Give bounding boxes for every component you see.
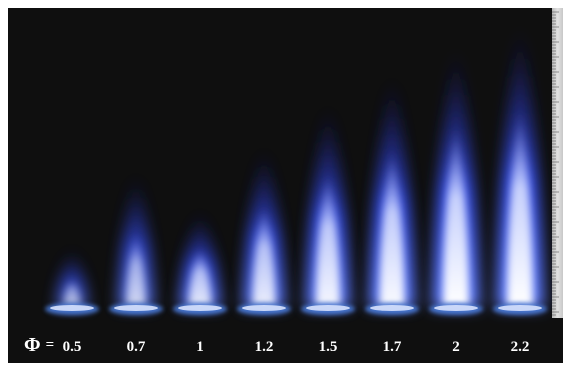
- flame-scene: [45, 23, 547, 315]
- equals-sign: =: [45, 337, 55, 353]
- phi-value-2: 0.7: [126, 339, 146, 355]
- phi-value-6: 1.7: [382, 339, 402, 355]
- phi-value-4: 1.2: [254, 339, 274, 355]
- flame-1: [45, 250, 99, 315]
- phi-label: Φ =: [24, 333, 54, 357]
- phi-symbol: Φ: [24, 334, 41, 356]
- flame-6: [365, 76, 419, 315]
- flame-3: [173, 212, 227, 315]
- flame-5: [301, 105, 355, 315]
- phi-value-3: 1: [196, 339, 204, 355]
- measuring-scale-icon: [552, 8, 563, 318]
- phi-value-7: 2: [452, 339, 460, 355]
- flame-8: [493, 23, 547, 315]
- phi-value-1: 0.5: [62, 339, 82, 355]
- flame-4: [237, 148, 291, 315]
- phi-value-5: 1.5: [318, 339, 338, 355]
- phi-value-8: 2.2: [510, 339, 530, 355]
- flame-7: [429, 47, 483, 315]
- flame-photograph: Φ = 0.5 0.7 1 1.2 1.5 1.7 2 2.2: [8, 8, 563, 363]
- flame-2: [109, 174, 163, 315]
